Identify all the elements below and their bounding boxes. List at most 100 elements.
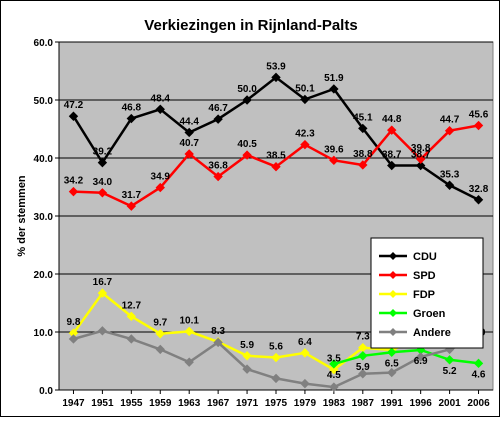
- y-axis-tick-labels: 0.0 10.0 20.0 30.0 40.0 50.0 60.0: [34, 38, 54, 397]
- data-label-spd: 39.6: [324, 144, 344, 155]
- data-label-fdp: 10.1: [179, 315, 199, 326]
- data-label-cdu: 46.7: [208, 103, 228, 114]
- data-point-cdu: [68, 111, 79, 121]
- legend-marker-groen: [389, 309, 397, 317]
- data-point-spd: [242, 150, 252, 160]
- data-label-groen: 6.5: [385, 358, 399, 369]
- data-point-cdu: [329, 84, 339, 94]
- legend-marker-spd: [389, 271, 397, 279]
- data-point-fdp: [271, 352, 281, 363]
- data-point-spd: [213, 171, 223, 182]
- data-point-andere: [387, 367, 397, 378]
- data-point-spd: [68, 186, 79, 197]
- data-label-spd: 31.7: [122, 190, 142, 201]
- data-label-cdu: 44.4: [179, 116, 199, 127]
- data-label-fdp: 12.7: [122, 300, 142, 311]
- legend-label-groen: Groen: [413, 308, 446, 320]
- data-point-andere: [415, 352, 426, 362]
- data-label-fdp: 5.9: [240, 340, 254, 351]
- data-point-groen: [358, 351, 368, 361]
- y-tick-label: 50.0: [34, 96, 54, 107]
- x-tick-label: 1947: [62, 398, 85, 409]
- data-point-cdu: [300, 94, 310, 105]
- data-label-groen: 4.5: [327, 370, 341, 381]
- data-point-groen: [387, 347, 397, 358]
- data-point-spd: [358, 160, 368, 170]
- data-point-groen: [473, 358, 484, 369]
- data-label-fdp: 3.5: [327, 354, 341, 365]
- x-tick-label: 1951: [91, 398, 114, 409]
- x-tick-label: 1979: [294, 398, 317, 409]
- data-label-cdu: 45.1: [353, 112, 373, 123]
- data-label-groen: 4.6: [472, 369, 486, 380]
- data-point-andere: [213, 337, 223, 348]
- data-label-spd: 40.7: [179, 138, 199, 149]
- data-point-cdu: [387, 160, 397, 171]
- legend-marker-andere: [389, 328, 397, 336]
- legend-label-spd: SPD: [413, 270, 436, 282]
- data-point-spd: [387, 125, 397, 135]
- x-tick-label: 1967: [207, 398, 230, 409]
- x-tick-label: 1963: [178, 398, 201, 409]
- data-label-cdu: 50.1: [295, 83, 315, 94]
- data-label-cdu: 47.2: [64, 100, 84, 111]
- data-point-fdp: [126, 311, 137, 322]
- data-point-cdu: [415, 160, 426, 171]
- data-point-andere: [271, 373, 281, 384]
- data-point-groen: [444, 355, 455, 365]
- data-label-fdp: 8.3: [211, 326, 225, 337]
- data-point-andere: [329, 382, 339, 392]
- data-label-spd: 34.9: [151, 172, 171, 183]
- data-point-cdu: [444, 180, 455, 190]
- data-label-spd: 34.0: [93, 177, 113, 188]
- series-lines: [68, 72, 484, 392]
- data-point-spd: [300, 139, 310, 150]
- data-point-andere: [184, 357, 194, 367]
- x-tick-label: 1983: [323, 398, 346, 409]
- data-point-andere: [242, 364, 252, 374]
- data-point-andere: [358, 369, 368, 379]
- data-label-fdp: 16.7: [93, 277, 113, 288]
- data-point-cdu: [473, 195, 484, 205]
- data-point-spd: [329, 155, 339, 166]
- legend-label-fdp: FDP: [413, 289, 435, 301]
- data-point-cdu: [271, 72, 281, 83]
- x-tick-label: 2001: [438, 398, 461, 409]
- data-point-fdp: [97, 288, 108, 298]
- data-label-cdu: 53.9: [266, 61, 286, 72]
- data-label-spd: 44.8: [382, 114, 402, 125]
- data-point-andere: [97, 326, 108, 336]
- series-line-groen: [333, 348, 479, 366]
- data-point-spd: [415, 154, 426, 164]
- data-point-fdp: [242, 351, 252, 361]
- data-label-spd: 45.6: [469, 110, 489, 121]
- data-point-andere: [300, 378, 310, 389]
- data-label-spd: 39.8: [411, 143, 431, 154]
- data-label-groen: 5.9: [356, 362, 370, 373]
- data-point-spd: [155, 182, 165, 193]
- data-point-cdu: [358, 123, 368, 134]
- data-label-cdu: 50.0: [237, 84, 257, 95]
- data-point-fdp: [155, 329, 165, 339]
- data-point-spd: [184, 149, 194, 159]
- data-label-spd: 40.5: [237, 139, 257, 150]
- data-label-cdu: 38.7: [411, 150, 431, 161]
- y-tick-label: 20.0: [34, 270, 54, 281]
- data-label-fdp: 5.6: [269, 342, 283, 353]
- y-tick-label: 60.0: [34, 38, 54, 49]
- data-point-cdu: [213, 114, 223, 124]
- data-point-spd: [97, 188, 108, 198]
- data-label-spd: 42.3: [295, 129, 315, 140]
- data-point-andere: [68, 334, 79, 344]
- data-point-fdp: [184, 326, 194, 337]
- data-label-spd: 44.7: [440, 115, 460, 126]
- x-tick-label: 1996: [410, 398, 433, 409]
- data-point-andere: [126, 334, 137, 344]
- data-label-spd: 38.5: [266, 151, 286, 162]
- legend-marker-fdp: [389, 290, 397, 298]
- data-label-fdp: 7.3: [356, 332, 370, 343]
- data-point-groen: [329, 359, 339, 369]
- x-tick-label: 1955: [120, 398, 143, 409]
